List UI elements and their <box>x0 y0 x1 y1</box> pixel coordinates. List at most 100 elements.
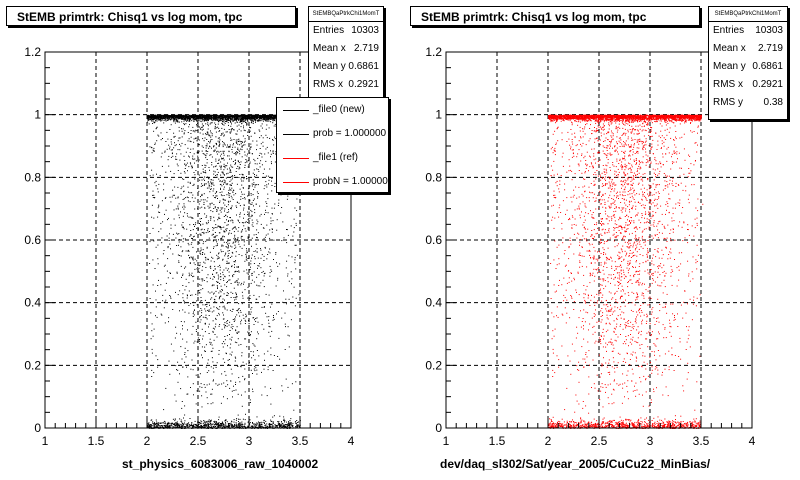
scatter-point <box>170 170 172 172</box>
scatter-point <box>220 120 222 121</box>
scatter-point <box>215 195 217 197</box>
scatter-point <box>183 119 185 121</box>
scatter-point <box>187 200 189 202</box>
scatter-point <box>236 183 238 185</box>
scatter-point <box>224 336 226 337</box>
scatter-point <box>200 426 202 428</box>
scatter-point <box>206 114 208 116</box>
scatter-point <box>221 117 223 119</box>
scatter-point <box>226 398 228 400</box>
scatter-point <box>234 116 236 118</box>
scatter-point <box>286 426 288 428</box>
scatter-point <box>261 324 263 326</box>
scatter-point <box>215 160 217 162</box>
scatter-point <box>205 150 207 151</box>
scatter-point <box>214 127 216 129</box>
scatter-point <box>161 165 163 167</box>
scatter-point <box>178 260 180 262</box>
scatter-point <box>280 424 282 426</box>
scatter-point <box>205 145 207 147</box>
scatter-point <box>251 214 253 216</box>
scatter-point <box>216 424 217 426</box>
scatter-point <box>170 424 172 426</box>
scatter-point <box>190 294 191 296</box>
scatter-point <box>244 260 246 262</box>
scatter-point <box>238 177 240 178</box>
scatter-point <box>202 199 204 201</box>
scatter-point <box>189 119 191 121</box>
scatter-point <box>234 319 236 321</box>
scatter-point <box>168 117 170 119</box>
scatter-point <box>208 116 209 118</box>
scatter-point <box>257 333 259 335</box>
scatter-point <box>216 227 218 229</box>
scatter-point <box>172 155 174 157</box>
scatter-point <box>254 115 256 117</box>
scatter-point <box>149 175 151 177</box>
scatter-point <box>252 194 254 196</box>
scatter-point <box>223 169 225 171</box>
scatter-point <box>219 290 221 292</box>
scatter-point <box>239 310 241 312</box>
scatter-point <box>185 423 187 425</box>
scatter-point <box>165 387 167 389</box>
scatter-point <box>254 186 256 188</box>
scatter-point <box>183 123 185 125</box>
scatter-point <box>187 350 189 352</box>
scatter-point <box>220 424 222 425</box>
scatter-point <box>212 183 214 185</box>
scatter-point <box>210 393 212 395</box>
scatter-point <box>169 373 171 375</box>
scatter-point <box>244 198 246 200</box>
scatter-point <box>265 115 267 117</box>
scatter-point <box>196 268 198 270</box>
scatter-point <box>173 218 175 220</box>
scatter-point <box>152 116 154 118</box>
scatter-point <box>155 419 157 421</box>
scatter-point <box>197 277 199 279</box>
scatter-point <box>204 119 206 121</box>
scatter-point <box>186 213 188 215</box>
scatter-point <box>198 152 200 154</box>
scatter-point <box>218 127 220 129</box>
scatter-point <box>198 339 200 341</box>
scatter-point <box>201 193 203 195</box>
scatter-point <box>283 290 284 292</box>
scatter-point <box>149 115 151 117</box>
scatter-point <box>189 156 190 158</box>
scatter-point <box>238 124 240 126</box>
scatter-point <box>164 116 166 118</box>
scatter-point <box>219 306 221 308</box>
scatter-point <box>270 424 272 426</box>
scatter-point <box>260 282 262 284</box>
scatter-point <box>167 115 169 117</box>
scatter-point <box>212 195 214 197</box>
scatter-point <box>152 423 154 425</box>
scatter-point <box>226 292 228 294</box>
scatter-point <box>171 115 173 117</box>
scatter-point <box>229 424 231 426</box>
scatter-point <box>266 119 268 121</box>
scatter-point <box>182 128 184 130</box>
scatter-point <box>264 426 266 428</box>
scatter-point <box>213 150 215 152</box>
scatter-point <box>210 419 212 421</box>
scatter-point <box>244 144 246 146</box>
scatter-point <box>169 243 171 245</box>
scatter-point <box>250 115 252 117</box>
scatter-point <box>224 144 226 146</box>
scatter-point <box>159 118 161 120</box>
scatter-point <box>276 313 277 315</box>
scatter-point <box>233 385 234 387</box>
scatter-point <box>174 424 176 426</box>
scatter-point <box>155 426 157 428</box>
scatter-point <box>200 115 202 117</box>
scatter-point <box>273 117 275 119</box>
scatter-point <box>273 315 274 316</box>
scatter-point <box>249 399 251 401</box>
scatter-point <box>161 117 163 119</box>
scatter-point <box>287 423 289 425</box>
scatter-point <box>180 246 182 248</box>
scatter-point <box>208 184 210 186</box>
scatter-point <box>239 418 241 420</box>
